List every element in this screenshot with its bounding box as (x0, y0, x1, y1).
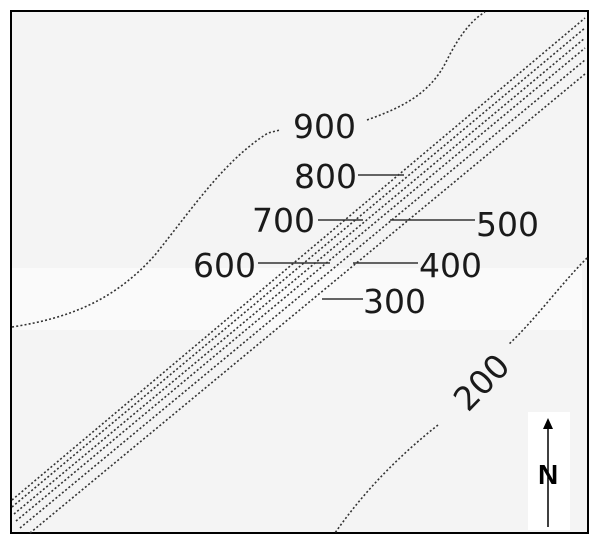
contour-label-600: 600 (193, 246, 256, 285)
contour-label-500: 500 (476, 205, 539, 244)
contour-label-300: 300 (363, 282, 426, 321)
contour-800 (11, 17, 586, 501)
contour-label-800: 800 (294, 157, 357, 196)
contour-900-right (366, 11, 486, 121)
contour-500 (15, 47, 586, 522)
contour-900-left (11, 129, 281, 328)
north-label: N (538, 459, 558, 490)
contour-400 (19, 59, 586, 529)
contour-label-400: 400 (419, 246, 482, 285)
light-band (12, 268, 582, 330)
contour-200-upper (507, 257, 588, 346)
contour-700 (11, 27, 586, 508)
north-arrow-backing (528, 412, 570, 530)
north-arrow: N (528, 412, 570, 530)
contour-label-900: 900 (293, 107, 356, 146)
north-arrow-head-icon (543, 418, 553, 429)
contour-label-700: 700 (252, 201, 315, 240)
contour-200-lower (334, 424, 439, 534)
